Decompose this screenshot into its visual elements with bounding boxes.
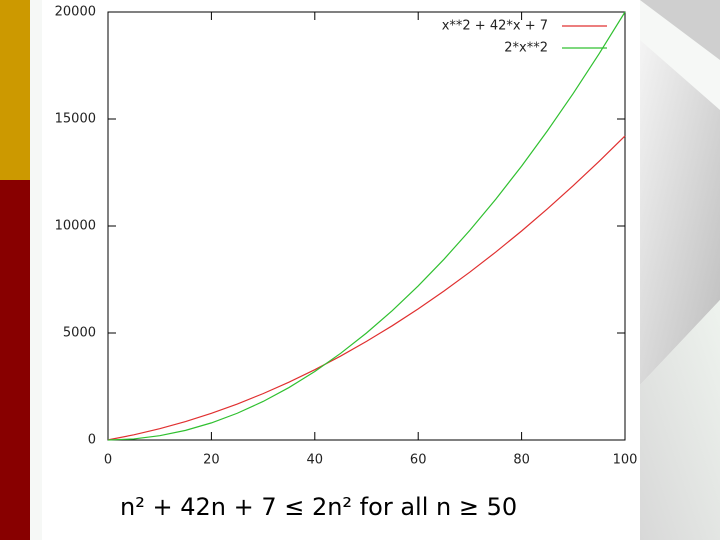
annotation: n² + 42n + 7 ≤ 2n² for all n ≥ 50	[120, 493, 517, 521]
series-line	[107, 135, 626, 441]
y-tick-label: 10000	[55, 219, 96, 234]
x-tick-label: 40	[307, 453, 324, 468]
y-tick-label: 0	[88, 433, 96, 448]
y-tick-label: 20000	[55, 5, 96, 20]
plot: 0 5000 10000 15000 20000 0 20 40 60 80 100 x**2 + 4…	[55, 5, 638, 468]
legend-label: 2*x**2	[504, 41, 548, 56]
x-tick-label: 0	[104, 453, 112, 468]
y-tick-label: 15000	[55, 112, 96, 127]
decor	[640, 300, 720, 540]
series-line	[107, 11, 626, 441]
x-tick-label: 80	[513, 453, 530, 468]
accent-bar	[0, 0, 30, 180]
chart-panel	[42, 0, 640, 540]
legend-label: x**2 + 42*x + 7	[442, 19, 548, 34]
x-tick-label: 60	[410, 453, 427, 468]
x-tick-label: 100	[613, 453, 638, 468]
y-tick-label: 5000	[63, 326, 96, 341]
accent-bar	[0, 180, 30, 540]
decor	[640, 40, 720, 385]
x-tick-label: 20	[203, 453, 220, 468]
decor	[640, 0, 720, 60]
